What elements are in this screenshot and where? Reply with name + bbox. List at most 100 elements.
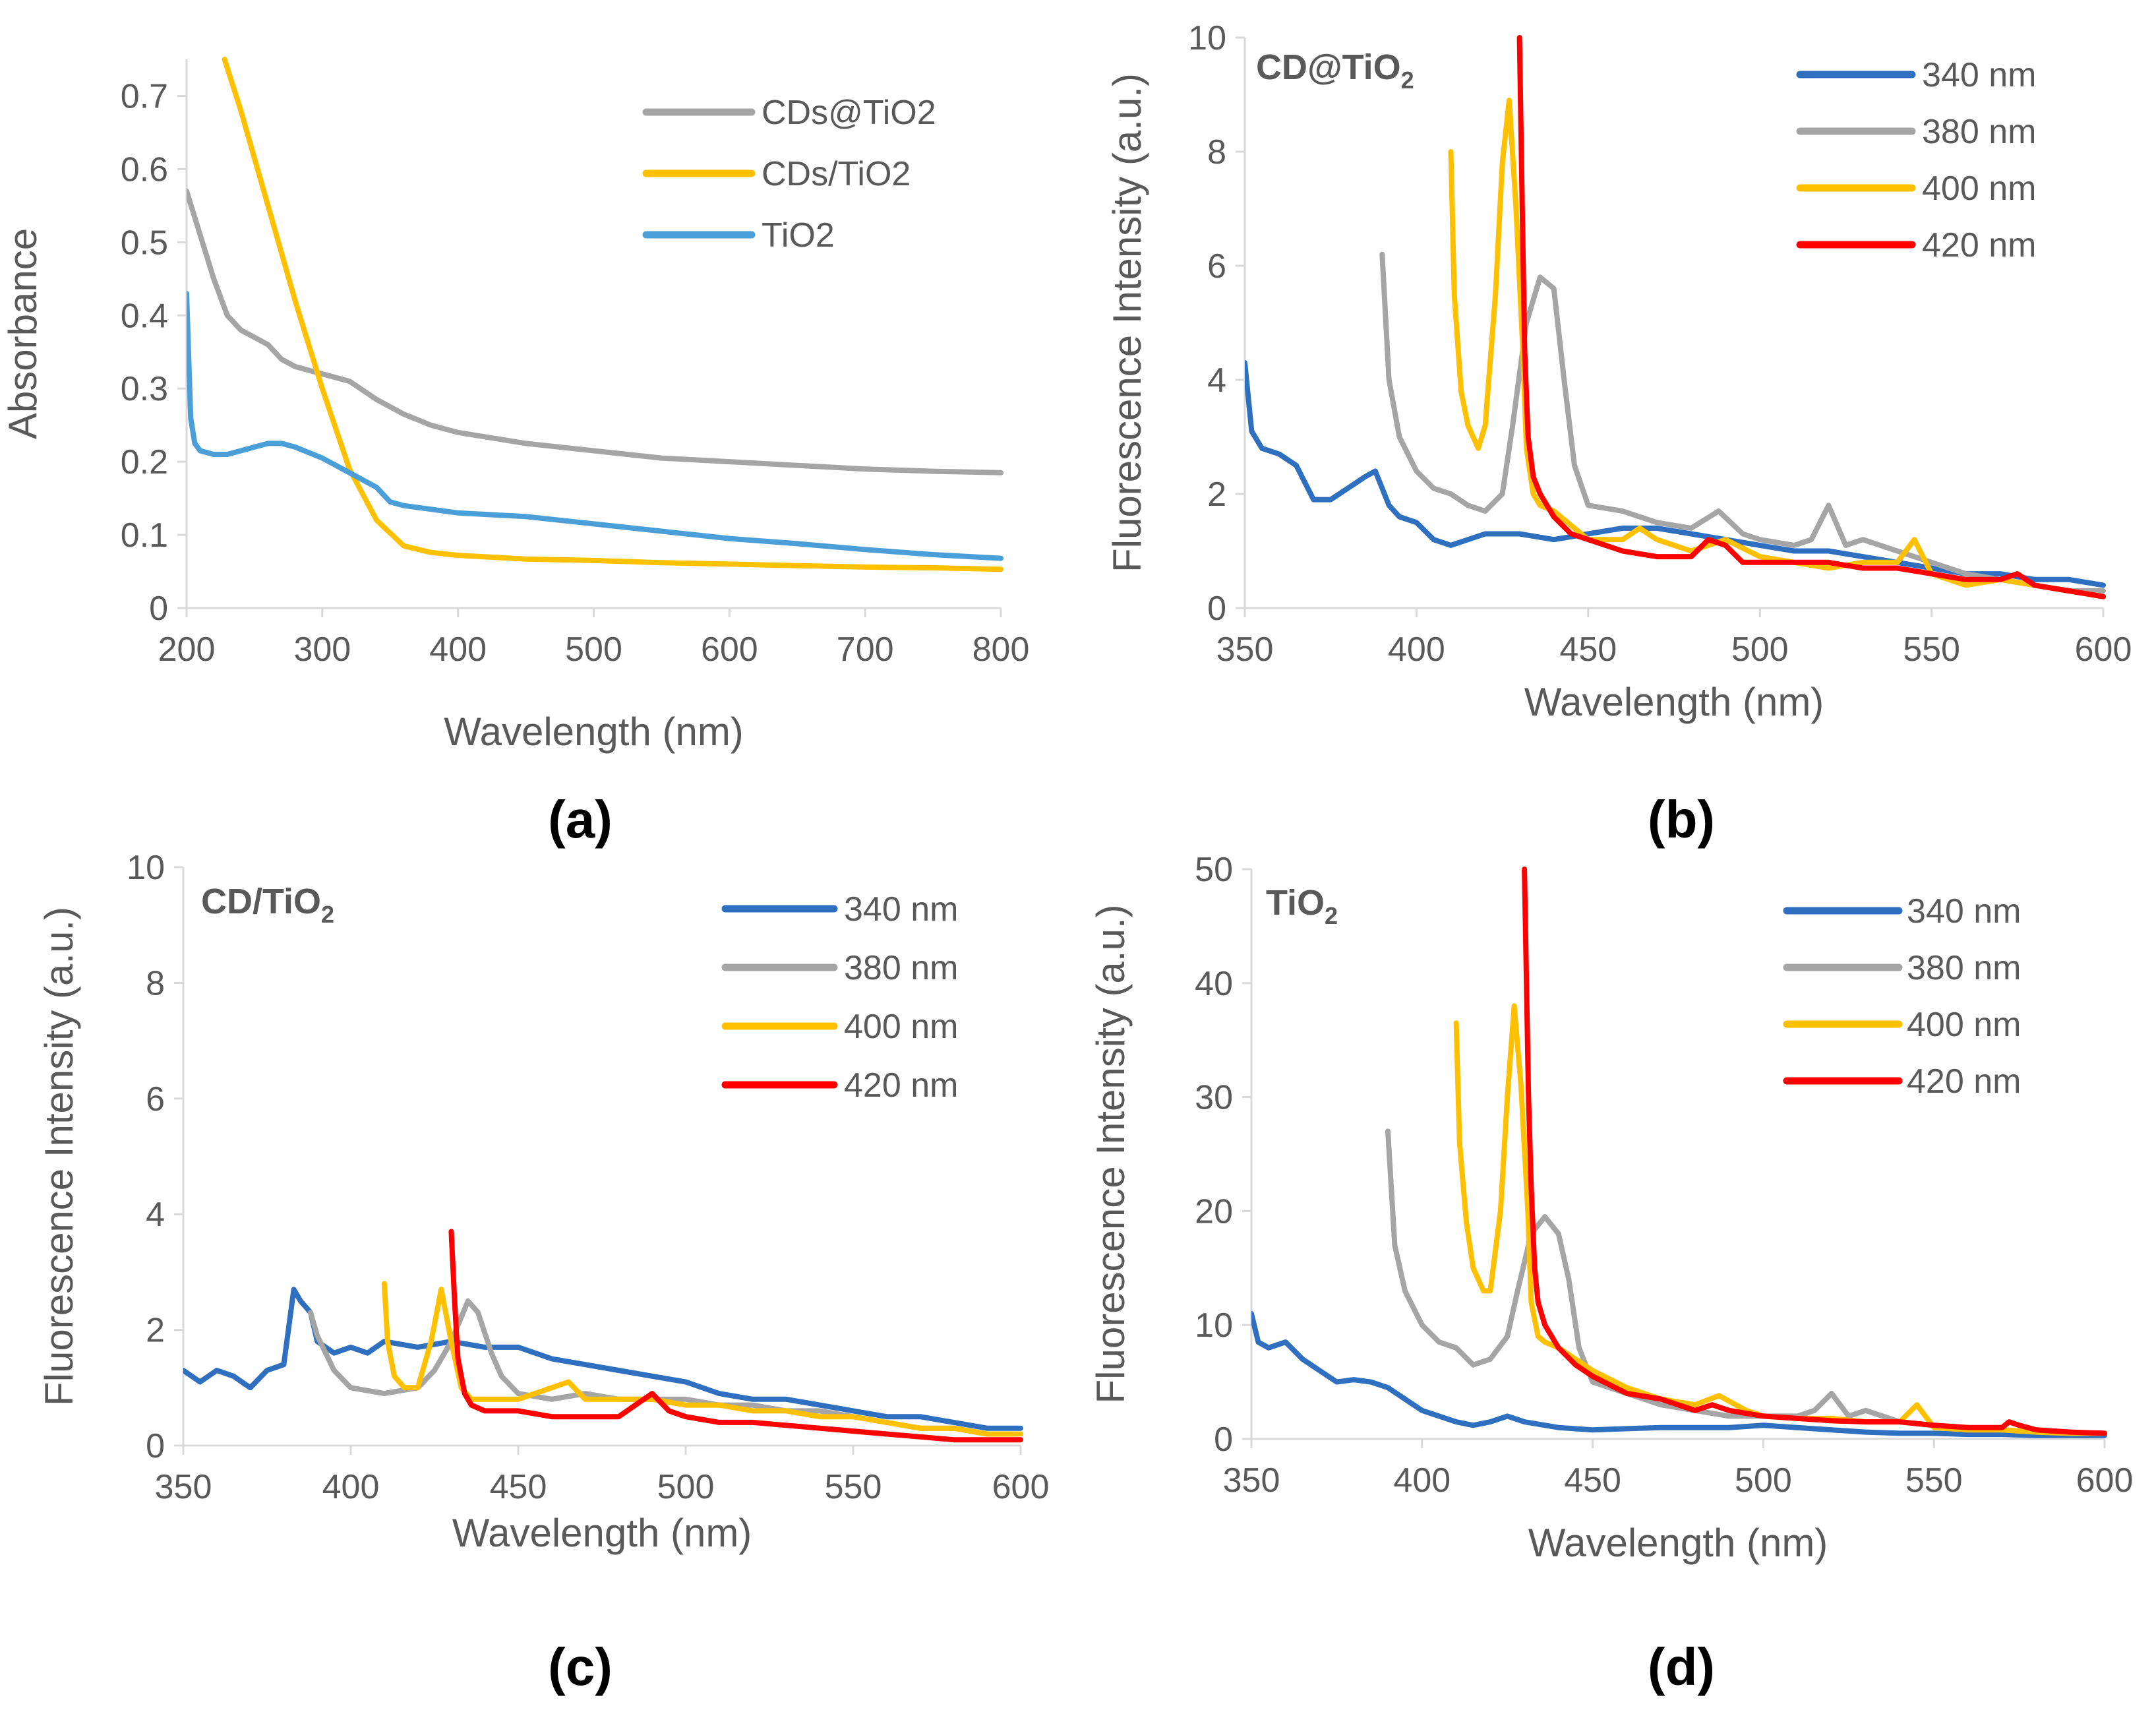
legend-entry-label: 420 nm bbox=[1922, 226, 2036, 264]
x-tick-label: 700 bbox=[837, 630, 894, 669]
x-axis-label: Wavelength (nm) bbox=[1524, 680, 1824, 724]
panel-label: (d) bbox=[1648, 1637, 1715, 1696]
x-axis-label: Wavelength (nm) bbox=[1528, 1521, 1828, 1565]
y-tick-label: 0 bbox=[1207, 590, 1226, 628]
legend-entry-label: 380 nm bbox=[844, 949, 958, 987]
legend-entry-label: 340 nm bbox=[1922, 56, 2036, 94]
y-tick-label: 8 bbox=[146, 964, 165, 1002]
series-line-340-nm bbox=[183, 1287, 1023, 1431]
x-tick-label: 600 bbox=[2076, 1461, 2134, 1500]
y-tick-label: 2 bbox=[1207, 475, 1226, 514]
panel-title-main: CD/TiO bbox=[201, 882, 321, 921]
legend-entry-label: 340 nm bbox=[844, 890, 958, 929]
panel-title-subscript: 2 bbox=[1325, 902, 1338, 929]
series-line-cds-tio2 bbox=[187, 188, 1003, 475]
y-tick-label: 0.3 bbox=[121, 370, 168, 408]
y-tick-label: 6 bbox=[146, 1080, 165, 1118]
x-tick-label: 600 bbox=[701, 630, 758, 669]
y-tick-label: 10 bbox=[127, 849, 165, 887]
legend-entry-label: 420 nm bbox=[1907, 1062, 2021, 1101]
x-tick-label: 600 bbox=[2075, 630, 2132, 669]
y-axis-label: Fluorescence Intensity (a.u.) bbox=[37, 907, 81, 1406]
y-tick-label: 4 bbox=[1207, 361, 1226, 400]
series-line-400-nm bbox=[1448, 98, 2106, 599]
x-tick-label: 500 bbox=[657, 1468, 715, 1506]
y-axis-label: Fluorescence Intensity (a.u.) bbox=[1089, 904, 1133, 1403]
y-tick-label: 20 bbox=[1195, 1192, 1233, 1231]
y-axis-label: Fluorescence Intensity (a.u.) bbox=[1105, 73, 1149, 572]
x-tick-label: 450 bbox=[1564, 1461, 1621, 1500]
y-tick-label: 40 bbox=[1195, 965, 1233, 1003]
legend-entry-label: 400 nm bbox=[844, 1008, 958, 1046]
series-line-tio2 bbox=[187, 291, 1003, 561]
x-tick-label: 600 bbox=[992, 1468, 1050, 1506]
series-group bbox=[183, 1229, 1023, 1443]
panel-d: 350 400 450 500 550 600 0 10 20 30 40 50 Wavelength … bbox=[1089, 851, 2133, 1696]
panel-title-main: CD@TiO bbox=[1256, 47, 1401, 87]
legend-entry-label: 380 nm bbox=[1922, 113, 2036, 151]
x-tick-label: 400 bbox=[1388, 630, 1445, 669]
legend-entry-label: TiO2 bbox=[762, 216, 835, 255]
panel-title: CD@TiO2 bbox=[1256, 47, 1414, 94]
x-tick-label: 450 bbox=[1559, 630, 1617, 669]
y-tick-label: 0 bbox=[146, 1427, 165, 1465]
series-line-420-nm bbox=[448, 1229, 1023, 1443]
series-line-400-nm bbox=[1453, 1003, 2107, 1436]
series-line-420-nm bbox=[1522, 867, 2107, 1436]
series-line-cds-tio2 bbox=[222, 57, 1003, 572]
x-tick-label: 200 bbox=[158, 630, 216, 669]
panel-label: (b) bbox=[1648, 790, 1715, 849]
legend-entry-label: CDs/TiO2 bbox=[762, 155, 911, 193]
x-tick-label: 350 bbox=[1216, 630, 1274, 669]
y-tick-label: 0.2 bbox=[121, 443, 168, 481]
panel-b: 350 400 450 500 550 600 0 2 4 6 8 10 Wavelength (nm)… bbox=[1105, 19, 2132, 849]
y-tick-label: 0 bbox=[1214, 1420, 1233, 1459]
series-line-340-nm bbox=[1245, 360, 2106, 588]
legend-entry-label: 380 nm bbox=[1907, 949, 2021, 987]
series-line-380-nm bbox=[1385, 1128, 2107, 1436]
x-tick-label: 500 bbox=[565, 630, 622, 669]
y-tick-label: 0.6 bbox=[121, 150, 168, 189]
x-tick-label: 550 bbox=[1903, 630, 1960, 669]
x-tick-label: 500 bbox=[1735, 1461, 1792, 1500]
panel-title: CD/TiO2 bbox=[201, 882, 334, 928]
y-tick-label: 6 bbox=[1207, 247, 1226, 286]
series-line-400-nm bbox=[381, 1281, 1023, 1437]
y-tick-label: 0.1 bbox=[121, 516, 168, 555]
legend-entry-label: CDs@TiO2 bbox=[762, 94, 936, 132]
y-tick-label: 0 bbox=[149, 590, 168, 628]
series-line-340-nm bbox=[1251, 1310, 2107, 1438]
panel-label: (a) bbox=[548, 790, 613, 849]
panel-title-subscript: 2 bbox=[1401, 67, 1414, 94]
series-line-380-nm bbox=[1379, 251, 2106, 594]
y-tick-label: 2 bbox=[146, 1312, 165, 1350]
panel-label: (c) bbox=[548, 1637, 613, 1696]
panel-c: 350 400 450 500 550 600 0 2 4 6 8 10 Wavelength (nm)… bbox=[37, 849, 1049, 1696]
legend-entry-label: 400 nm bbox=[1922, 169, 2036, 208]
series-group bbox=[1251, 867, 2107, 1438]
x-tick-label: 450 bbox=[490, 1468, 547, 1506]
legend-entry-label: 340 nm bbox=[1907, 892, 2021, 931]
x-tick-label: 300 bbox=[293, 630, 351, 669]
x-tick-label: 400 bbox=[429, 630, 487, 669]
x-tick-label: 350 bbox=[155, 1468, 212, 1506]
y-axis-label: Absorbance bbox=[1, 228, 45, 439]
x-axis-label: Wavelength (nm) bbox=[444, 710, 744, 754]
x-tick-label: 550 bbox=[825, 1468, 882, 1506]
y-tick-label: 10 bbox=[1188, 19, 1226, 57]
x-tick-label: 550 bbox=[1905, 1461, 1963, 1500]
panel-a: 200 300 400 500 600 700 800 0 0.1 0.2 0.3 0.4 0.5 0.6… bbox=[1, 57, 1029, 849]
series-group bbox=[1245, 35, 2106, 599]
y-tick-label: 10 bbox=[1195, 1306, 1233, 1345]
x-tick-label: 400 bbox=[1393, 1461, 1451, 1500]
y-tick-label: 50 bbox=[1195, 851, 1233, 889]
y-tick-label: 0.7 bbox=[121, 77, 168, 115]
series-line-420-nm bbox=[1516, 35, 2106, 599]
y-tick-label: 8 bbox=[1207, 133, 1226, 171]
y-tick-label: 30 bbox=[1195, 1079, 1233, 1117]
series-group bbox=[187, 57, 1003, 572]
legend-entry-label: 420 nm bbox=[844, 1066, 958, 1105]
panel-title: TiO2 bbox=[1266, 883, 1338, 929]
y-tick-label: 0.4 bbox=[121, 297, 168, 335]
